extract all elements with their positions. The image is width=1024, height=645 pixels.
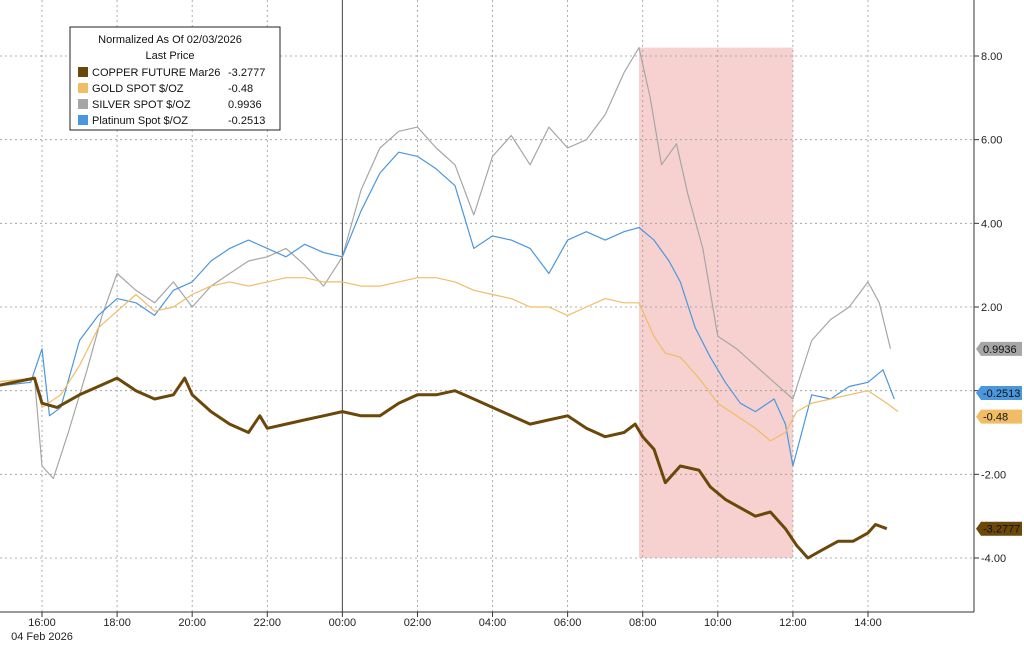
last-value-badge bbox=[976, 386, 1022, 401]
legend-box bbox=[69, 26, 281, 131]
x-tick-label: 04:00 bbox=[479, 617, 507, 629]
y-tick-label: -2.00 bbox=[981, 469, 1006, 481]
x-tick-label: 20:00 bbox=[178, 617, 206, 629]
legend-series-name: Platinum Spot $/OZ bbox=[92, 115, 188, 127]
legend-series-name: SILVER SPOT $/OZ bbox=[92, 99, 191, 111]
y-tick-label: 4.00 bbox=[981, 218, 1002, 230]
y-tick-label: 6.00 bbox=[981, 135, 1002, 147]
legend-series-value: -3.2777 bbox=[228, 67, 265, 79]
legend: Normalized As Of 02/03/2026 Last Price COP… bbox=[69, 26, 281, 131]
x-axis-date-label: 04 Feb 2026 bbox=[11, 631, 73, 643]
legend-swatch bbox=[78, 67, 88, 77]
series-line-gold-spot-oz bbox=[0, 277, 899, 442]
x-tick-label: 06:00 bbox=[554, 617, 582, 629]
x-tick-label: 18:00 bbox=[103, 617, 131, 629]
last-value-badge bbox=[976, 521, 1022, 536]
y-tick-label: 2.00 bbox=[981, 302, 1002, 314]
x-tick-label: 22:00 bbox=[254, 617, 282, 629]
highlight-region bbox=[638, 47, 793, 559]
highlight-layer bbox=[638, 47, 793, 559]
legend-series-value: -0.2513 bbox=[228, 115, 265, 127]
last-value-badge bbox=[976, 409, 1022, 424]
x-tick-label: 14:00 bbox=[854, 617, 882, 629]
last-value-badge-label: -0.2513 bbox=[983, 388, 1020, 400]
legend-swatch bbox=[78, 115, 88, 125]
x-tick-label: 08:00 bbox=[629, 617, 657, 629]
last-value-badge-label: -3.2777 bbox=[983, 524, 1020, 536]
last-value-badge bbox=[976, 341, 1022, 356]
legend-series-name: GOLD SPOT $/OZ bbox=[92, 83, 184, 95]
last-value-badge-label: 0.9936 bbox=[983, 344, 1017, 356]
x-tick-label: 12:00 bbox=[779, 617, 807, 629]
legend-swatch bbox=[78, 83, 88, 93]
legend-series-value: 0.9936 bbox=[228, 99, 262, 111]
x-tick-label: 16:00 bbox=[28, 617, 56, 629]
x-tick-label: 02:00 bbox=[404, 617, 432, 629]
series-line-platinum-spot-oz bbox=[0, 151, 895, 467]
last-value-badge-label: -0.48 bbox=[983, 412, 1008, 424]
legend-swatch bbox=[78, 99, 88, 109]
legend-subtitle: Last Price bbox=[146, 50, 195, 62]
x-tick-label: 00:00 bbox=[329, 617, 357, 629]
last-value-badges: -3.2777 -0.48 0.9936 -0.2513 bbox=[976, 341, 1022, 536]
legend-title: Normalized As Of 02/03/2026 bbox=[98, 34, 242, 46]
y-tick-label: -4.00 bbox=[981, 553, 1006, 565]
series-layer bbox=[0, 47, 899, 560]
series-line-copper-future-mar26 bbox=[0, 376, 888, 560]
y-tick-label: 8.00 bbox=[981, 51, 1002, 63]
legend-series-name: COPPER FUTURE Mar26 bbox=[92, 67, 220, 79]
legend-series-value: -0.48 bbox=[228, 83, 253, 95]
series-line-silver-spot-oz bbox=[0, 47, 892, 480]
x-tick-label: 10:00 bbox=[704, 617, 732, 629]
